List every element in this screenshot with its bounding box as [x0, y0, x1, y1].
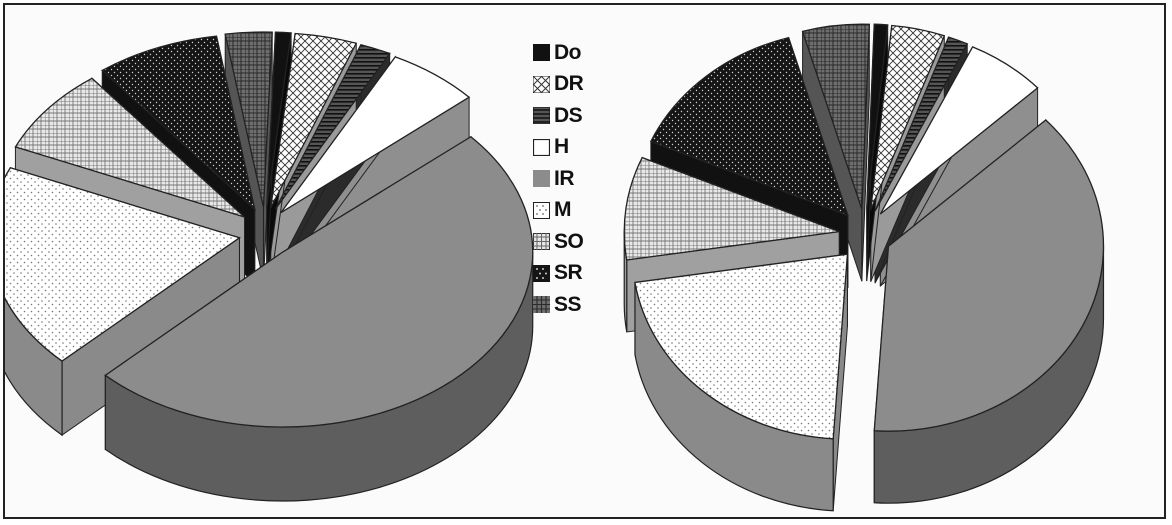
legend-item-ir: IR [533, 163, 583, 195]
legend-label-ds: DS [554, 103, 583, 127]
legend-swatch-ir [533, 170, 550, 188]
legend-swatch-ds [533, 107, 550, 125]
left-slice-do [266, 31, 292, 208]
left-slice-sr [101, 35, 256, 211]
legend-label-ir: IR [554, 166, 575, 190]
legend-swatch-h [533, 138, 550, 156]
legend-swatch-dr [533, 75, 550, 93]
legend-label-h: H [554, 135, 569, 159]
right-slice-m [634, 253, 849, 440]
legend-label-sr: SR [554, 261, 583, 285]
legend-swatch-sr [533, 264, 550, 282]
legend-label-dr: DR [554, 72, 584, 96]
legend-item-dr: DR [533, 69, 584, 101]
legend-item-do: Do [533, 37, 583, 69]
legend-item-so: SO [533, 226, 584, 258]
left-slice-m [5, 166, 241, 362]
legend-swatch-m [533, 201, 550, 219]
legend-label-m: M [554, 198, 572, 222]
legend-item-ds: DS [533, 100, 583, 132]
left-slice-dr [270, 32, 358, 208]
legend-item-ss: SS [533, 289, 583, 321]
right-slice-ds [874, 36, 969, 212]
legend-item-h: H [533, 132, 583, 164]
right-slice-ss [801, 23, 871, 210]
right-slice-so [623, 156, 840, 261]
legend-swatch-so [533, 233, 550, 251]
legend-label-so: SO [554, 229, 584, 253]
left-slice-so [14, 77, 245, 218]
pie-chart-left [5, 31, 534, 502]
right-slice-h [879, 46, 1039, 215]
right-slice-dr [870, 24, 946, 210]
figure-frame: Do DR DS H IR M SO SR [3, 3, 1166, 519]
legend-label-do: Do [554, 40, 582, 64]
legend-swatch-do [533, 44, 550, 62]
left-slice-ir [104, 135, 534, 428]
legend: Do DR DS H IR M SO SR [533, 37, 584, 321]
left-slice-h [280, 56, 471, 214]
right-slice-sr [649, 36, 849, 217]
left-slice-ds [274, 43, 391, 210]
legend-swatch-ss [533, 296, 550, 314]
legend-label-ss: SS [554, 292, 582, 316]
legend-item-m: M [533, 195, 583, 227]
right-slice-do [866, 23, 889, 210]
pie-chart-right [623, 23, 1105, 512]
left-slice-ss [224, 31, 273, 208]
right-slice-ir [873, 119, 1105, 432]
legend-item-sr: SR [533, 258, 583, 290]
